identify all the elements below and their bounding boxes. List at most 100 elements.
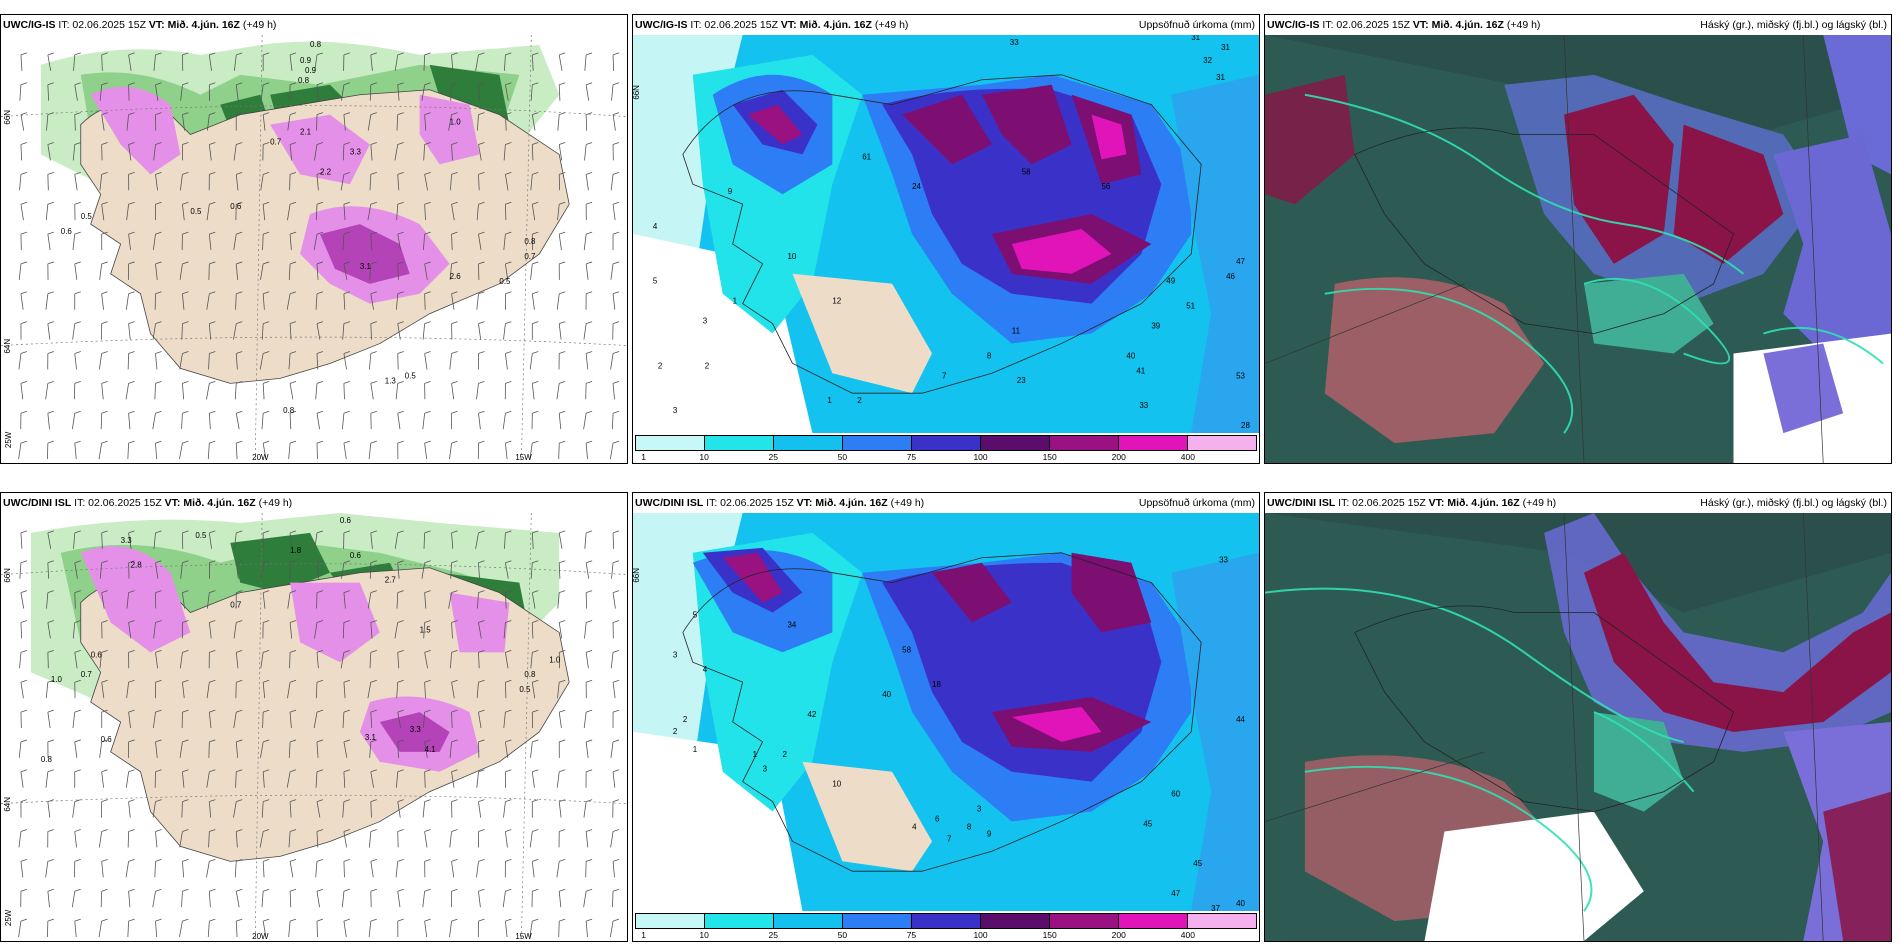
wind-barb (47, 560, 54, 579)
wind-barb (397, 321, 404, 340)
wind-barb (558, 231, 566, 251)
wind-barb (451, 381, 458, 400)
wind-barb (155, 739, 162, 758)
wind-barb (128, 620, 135, 639)
wind-barb (476, 201, 485, 221)
wind-barb (583, 888, 593, 908)
wind-barb (74, 440, 81, 460)
value-label: 4 (703, 665, 708, 674)
wind-barb (422, 321, 431, 340)
wind-barb (155, 440, 162, 460)
wind-barb (74, 171, 81, 191)
panel-header: UWC/IG-IS IT: 02.06.2025 15Z VT: Mið. 4.… (1265, 15, 1891, 35)
wind-barb (179, 261, 189, 280)
lon-label-25w: 25W (4, 431, 13, 448)
wind-barb (585, 829, 593, 848)
wind-barb (73, 530, 81, 549)
wind-barb (531, 620, 539, 639)
wind-barb (179, 739, 189, 758)
wind-barb (504, 112, 512, 131)
wind-barb (235, 649, 243, 669)
wind-barb (504, 590, 512, 609)
wind-barb (182, 52, 189, 71)
value-label: 3.1 (360, 262, 372, 271)
wind-barb (20, 799, 28, 818)
wind-barb (208, 410, 216, 430)
wind-barb (504, 769, 512, 788)
wind-barb (74, 649, 81, 669)
colorbar-tick-label: 100 (973, 452, 988, 462)
wind-barb (424, 440, 431, 460)
wind-barb (316, 799, 324, 818)
wind-barb (208, 82, 216, 101)
wind-barb (558, 739, 566, 758)
wind-barb (449, 351, 458, 370)
wind-barb (451, 769, 458, 788)
wind-barb (179, 918, 189, 938)
wind-barb (235, 918, 243, 938)
wind-barb (181, 321, 189, 340)
wind-barb (531, 410, 539, 430)
wind-barb (101, 859, 108, 878)
wind-barb (262, 859, 270, 878)
wind-barb (396, 590, 404, 609)
wind-barb (233, 142, 243, 161)
value-label: 2.7 (385, 576, 397, 585)
lead-time: (+49 h) (1506, 19, 1541, 31)
wind-barb (153, 142, 162, 161)
wind-barb (262, 112, 270, 131)
wind-barb (424, 201, 431, 221)
wind-barb (72, 321, 81, 340)
colorbar-cell (1119, 914, 1188, 928)
wind-barb (343, 829, 351, 848)
colorbar-tick-label: 150 (1042, 452, 1057, 462)
wind-barb (289, 52, 297, 71)
value-label: 45 (1143, 819, 1152, 828)
wind-barb (206, 859, 216, 878)
wind-barb (504, 859, 512, 878)
panel-title: Háský (gr.), miðský (fj.bl.) og lágský (… (1700, 497, 1887, 509)
wind-barb (47, 351, 54, 370)
wind-barb (503, 709, 512, 729)
value-label: 0.7 (270, 137, 282, 146)
wind-barb (155, 918, 162, 938)
wind-barb (478, 829, 485, 848)
wind-barb (153, 620, 162, 639)
wind-barb (289, 171, 297, 191)
wind-barb (609, 440, 620, 460)
value-label: 3 (673, 650, 678, 659)
wind-barb (585, 291, 593, 310)
wind-barb (368, 918, 377, 938)
wind-barb (233, 709, 243, 729)
wind-barb (504, 739, 512, 758)
colorbar-cell (1188, 436, 1256, 450)
wind-barb (181, 799, 189, 818)
value-label: 0.8 (524, 670, 536, 679)
model-name: UWC/IG-IS (635, 19, 688, 31)
value-label: 0.6 (101, 735, 113, 744)
wind-barb (449, 261, 458, 280)
wind-barb (314, 620, 324, 639)
colorbar-tick-label: 75 (906, 930, 917, 940)
wind-barb (262, 291, 270, 310)
wind-barb (370, 769, 377, 788)
wind-barb (128, 410, 135, 430)
wind-barb (288, 829, 297, 848)
wind-barb (286, 769, 297, 788)
wind-barb (235, 351, 243, 370)
wind-barb (260, 261, 270, 280)
wind-barb (612, 769, 620, 788)
precip-map: 33 40 44 60 45 45 47 37 58 42 40 34 18 1… (633, 513, 1259, 911)
wind-barb (206, 112, 216, 131)
wind-barb (289, 888, 297, 908)
wind-map: 0.8 0.9 0.9 0.8 1.0 2.1 3.3 2.2 0.5 0.6 … (1, 35, 627, 463)
value-label: 41 (1136, 366, 1145, 375)
wind-barb (287, 112, 297, 131)
wind-barb (424, 829, 431, 848)
wind-barb (179, 171, 189, 191)
wind-barb (585, 859, 593, 878)
wind-barb (19, 649, 28, 669)
valid-time: VT: Mið. 4.jún. 16Z (796, 497, 888, 509)
wind-barb (504, 261, 512, 280)
wind-barb (74, 261, 81, 280)
